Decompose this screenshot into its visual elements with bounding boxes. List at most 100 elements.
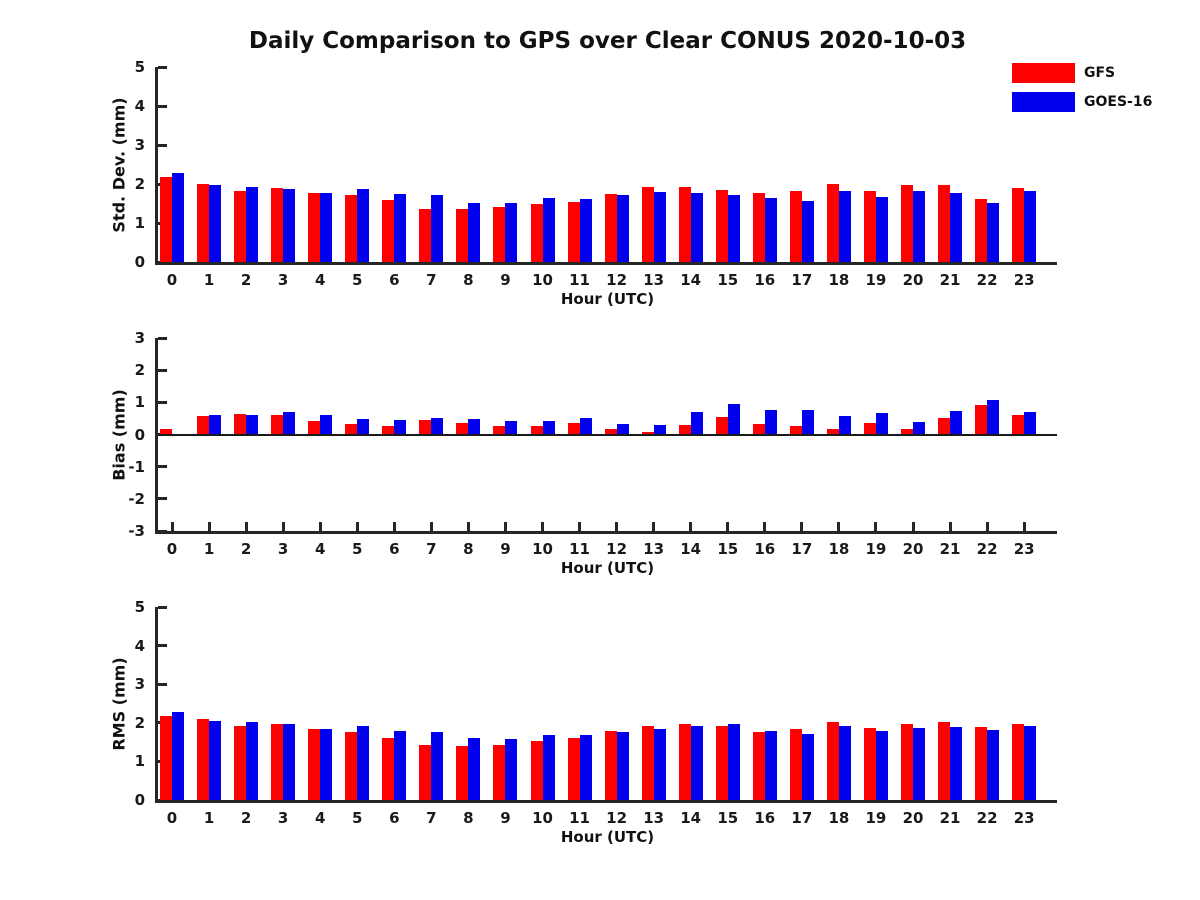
x-tick-label: 14 (680, 809, 702, 827)
bar-gfs-hour-17 (789, 426, 802, 435)
x-tick-label: 13 (643, 809, 665, 827)
bar-gfs-hour-20 (901, 723, 913, 800)
bar-gfs-hour-8 (456, 422, 469, 435)
x-tick-label: 18 (828, 809, 850, 827)
bar-gfs-hour-16 (752, 731, 765, 800)
x-tick-label: 17 (791, 809, 813, 827)
bar-gfs-hour-20 (901, 185, 913, 262)
bar-goes16-hour-4 (320, 415, 333, 435)
x-axis-spine (155, 262, 1057, 265)
y-tick-label: 3 (134, 136, 145, 154)
bar-goes16-hour-15 (727, 403, 740, 435)
x-tick (503, 522, 507, 531)
bar-goes16-hour-17 (801, 201, 814, 262)
bar-gfs-hour-22 (975, 199, 988, 262)
x-tick (318, 522, 322, 531)
x-tick (800, 522, 804, 531)
y-tick-label: 2 (134, 175, 145, 193)
bar-goes16-hour-14 (690, 725, 703, 800)
bar-goes16-hour-13 (653, 729, 666, 800)
bar-goes16-hour-10 (542, 421, 555, 435)
gfs-color-swatch (1012, 63, 1075, 83)
x-tick-label: 10 (532, 540, 553, 558)
x-tick (355, 522, 359, 531)
y-tick-label: 3 (134, 675, 145, 694)
x-tick-label: 17 (791, 540, 813, 558)
goes16-color-swatch (1012, 92, 1075, 112)
y-tick (158, 798, 167, 802)
bar-gfs-hour-2 (234, 414, 247, 435)
bar-goes16-hour-5 (357, 725, 370, 800)
bar-gfs-hour-9 (493, 206, 506, 262)
bar-goes16-hour-15 (727, 194, 740, 262)
y-tick-label: 2 (134, 713, 145, 732)
bar-gfs-hour-9 (493, 744, 506, 800)
x-tick (837, 522, 841, 531)
x-tick (392, 522, 396, 531)
x-tick-label: 21 (939, 271, 961, 289)
x-tick-label: 10 (532, 809, 553, 827)
x-tick-label: 8 (463, 809, 474, 827)
goes16-legend-label: GOES-16 (1084, 94, 1153, 110)
bar-gfs-hour-11 (567, 201, 580, 262)
y-tick-label: -1 (128, 457, 145, 476)
bar-gfs-hour-21 (938, 721, 951, 800)
bar-goes16-hour-21 (950, 727, 963, 800)
x-tick-label: 1 (203, 540, 215, 558)
bar-goes16-hour-8 (468, 202, 481, 262)
bar-gfs-hour-15 (715, 189, 728, 262)
x-tick (763, 522, 767, 531)
x-tick-label: 4 (314, 809, 326, 827)
x-tick-label: 15 (717, 271, 739, 289)
bar-gfs-hour-16 (752, 423, 765, 435)
x-axis-label-hour-utc-2: Hour (UTC) (560, 559, 655, 577)
x-tick-label: 3 (277, 809, 289, 827)
y-tick (158, 644, 167, 648)
bar-gfs-hour-23 (1012, 723, 1025, 800)
std-dev-plot-area: 0 1 2 3 4 5 0 1 2 3 4 5 6 7 8 9 10 11 12 13 14 15 16 17 18 19 20 21… (135, 58, 1057, 289)
x-tick-label: 6 (389, 809, 400, 827)
y-tick (158, 605, 167, 609)
bar-gfs-hour-10 (530, 203, 543, 262)
bar-gfs-hour-18 (826, 184, 839, 262)
x-tick-label: 2 (240, 809, 252, 827)
bar-gfs-hour-22 (975, 404, 988, 435)
bar-goes16-hour-0 (172, 173, 184, 262)
bar-gfs-hour-3 (271, 187, 284, 262)
x-tick (244, 522, 248, 531)
bar-gfs-hour-16 (752, 193, 765, 262)
x-tick-label: 16 (754, 271, 776, 289)
x-tick (466, 522, 470, 531)
bar-goes16-hour-15 (727, 723, 740, 800)
zero-line (158, 433, 1057, 436)
x-tick-label: 15 (717, 540, 739, 558)
bar-goes16-hour-19 (875, 196, 888, 262)
bar-gfs-hour-6 (382, 426, 395, 435)
y-tick (158, 400, 167, 404)
x-tick-label: 2 (240, 540, 252, 558)
x-tick-label: 22 (976, 809, 998, 827)
bar-gfs-hour-7 (419, 419, 432, 435)
x-tick-label: 6 (389, 540, 400, 558)
x-tick (652, 522, 656, 531)
bar-gfs-hour-23 (1012, 187, 1025, 262)
bar-goes16-hour-11 (579, 199, 592, 262)
bar-goes16-hour-7 (431, 731, 444, 800)
x-tick-label: 8 (463, 540, 474, 558)
bar-gfs-hour-22 (975, 727, 988, 800)
y-tick-label: 0 (134, 253, 145, 271)
bar-goes16-hour-2 (246, 414, 259, 435)
chart-title: Daily Comparison to GPS over Clear CONUS… (248, 28, 967, 54)
x-tick (541, 522, 544, 531)
x-tick-label: 16 (754, 809, 776, 827)
x-tick-label: 20 (902, 540, 924, 558)
bar-goes16-hour-18 (838, 725, 851, 800)
y-tick (158, 465, 167, 469)
legend: GFS GOES-16 (1012, 63, 1152, 112)
bar-gfs-hour-12 (604, 731, 617, 800)
bar-gfs-hour-6 (382, 199, 395, 262)
bar-gfs-hour-2 (234, 725, 247, 800)
x-tick-label: 11 (569, 809, 590, 827)
bar-gfs-hour-23 (1012, 414, 1025, 435)
